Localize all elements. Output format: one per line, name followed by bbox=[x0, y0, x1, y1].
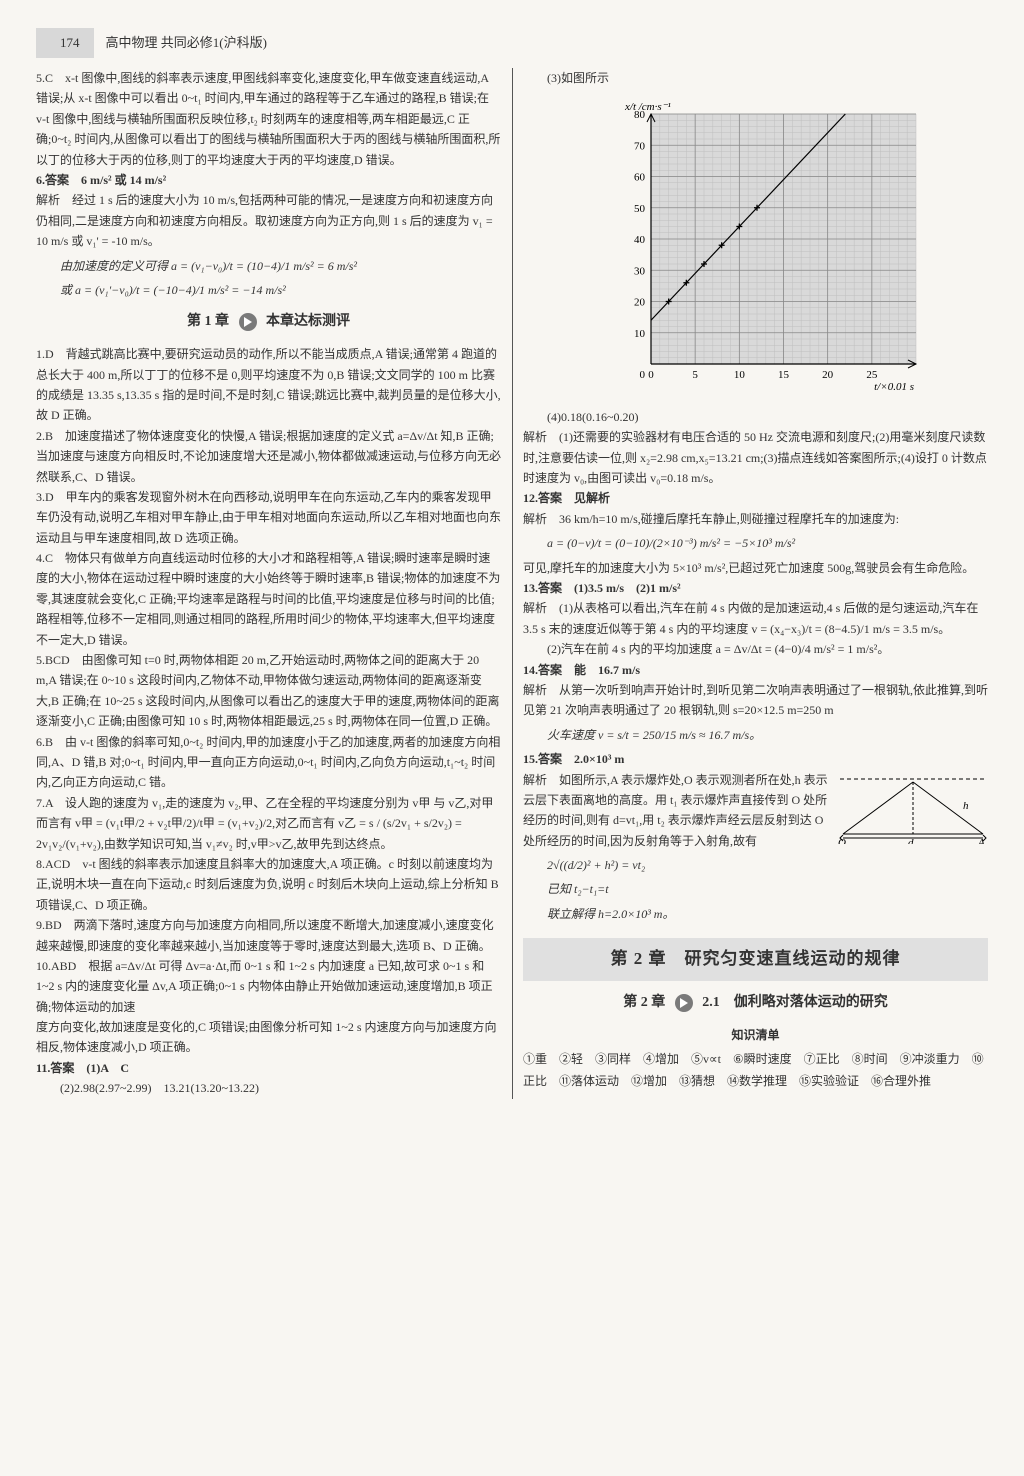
svg-text:30: 30 bbox=[634, 266, 646, 278]
svg-text:20: 20 bbox=[634, 297, 646, 309]
q11-3: (3)如图所示 bbox=[523, 68, 988, 88]
arrow-icon bbox=[675, 994, 693, 1012]
section2-title: 第 2 章 2.1 伽利略对落体运动的研究 bbox=[523, 991, 988, 1015]
q5bcd: 5.BCD 由图像可知 t=0 时,两物体相距 20 m,乙开始运动时,两物体之… bbox=[36, 650, 501, 732]
q9bd: 9.BD 两滴下落时,速度方向与加速度方向相同,所以速度不断增大,加速度减小,速… bbox=[36, 915, 501, 956]
q12-answer: 12.答案 见解析 bbox=[523, 488, 988, 508]
q12-formula: a = (0−v)/t = (0−10)/(2×10⁻³) m/s² = −5×… bbox=[547, 533, 988, 553]
q11-chart: 051015202510203040506070800t/×0.01 sx/t … bbox=[553, 94, 988, 400]
q12-exp1: 解析 36 km/h=10 m/s,碰撞后摩托车静止,则碰撞过程摩托车的加速度为… bbox=[523, 509, 988, 529]
svg-text:t/×0.01 s: t/×0.01 s bbox=[874, 381, 914, 393]
q11-4: (4)0.18(0.16~0.20) bbox=[523, 407, 988, 427]
page-number: 174 bbox=[36, 28, 94, 58]
svg-text:60: 60 bbox=[634, 172, 646, 184]
q5c: 5.C x-t 图像中,图线的斜率表示速度,甲图线斜率变化,速度变化,甲车做变速… bbox=[36, 68, 501, 170]
q11-2: (2)2.98(2.97~2.99) 13.21(13.20~13.22) bbox=[36, 1078, 501, 1098]
q15-answer: 15.答案 2.0×10³ m bbox=[523, 749, 988, 769]
sec2-label: 第 2 章 bbox=[623, 995, 665, 1010]
section1-title: 第 1 章 本章达标测评 bbox=[36, 310, 501, 334]
q15-f1: 2√((d/2)² + h²) = vt₂ bbox=[547, 855, 988, 875]
svg-text:10: 10 bbox=[634, 328, 646, 340]
svg-text:0: 0 bbox=[639, 369, 645, 381]
q10-cont: 度方向变化,故加速度是变化的,C 项错误;由图像分析可知 1~2 s 内速度方向… bbox=[36, 1017, 501, 1058]
sec1-label: 第 1 章 bbox=[187, 314, 229, 329]
q6-explain: 解析 经过 1 s 后的速度大小为 10 m/s,包括两种可能的情况,一是速度方… bbox=[36, 190, 501, 251]
q15-f3: 联立解得 h=2.0×10³ m。 bbox=[547, 904, 988, 924]
q3d: 3.D 甲车内的乘客发现窗外树木在向西移动,说明甲车在向东运动,乙车内的乘客发现… bbox=[36, 487, 501, 548]
q11-answer: 11.答案 (1)A C bbox=[36, 1058, 501, 1078]
q6-formula2: 或 a = (v₁'−v₀)/t = (−10−4)/1 m/s² = −14 … bbox=[60, 280, 501, 300]
book-title: 高中物理 共同必修1(沪科版) bbox=[106, 32, 267, 54]
svg-text:50: 50 bbox=[634, 203, 646, 215]
q6-answer: 6.答案 6 m/s² 或 14 m/s² bbox=[36, 170, 501, 190]
q15-diagram: O A h d bbox=[838, 774, 988, 844]
chart-svg: 051015202510203040506070800t/×0.01 sx/t … bbox=[606, 94, 936, 394]
knowledge-title: 知识清单 bbox=[523, 1025, 988, 1045]
svg-text:70: 70 bbox=[634, 141, 646, 153]
q13-answer: 13.答案 (1)3.5 m/s (2)1 m/s² bbox=[523, 578, 988, 598]
svg-text:x/t /cm·s⁻¹: x/t /cm·s⁻¹ bbox=[624, 101, 671, 113]
chapter2-banner: 第 2 章 研究匀变速直线运动的规律 bbox=[523, 938, 988, 981]
q2b: 2.B 加速度描述了物体速度变化的快慢,A 错误;根据加速度的定义式 a=Δv/… bbox=[36, 426, 501, 487]
q8acd: 8.ACD v-t 图线的斜率表示加速度且斜率大的加速度大,A 项正确。c 时刻… bbox=[36, 854, 501, 915]
q7a: 7.A 设人跑的速度为 v₁,走的速度为 v₂,甲、乙在全程的平均速度分别为 v… bbox=[36, 793, 501, 854]
q13-exp2: (2)汽车在前 4 s 内的平均加速度 a = Δv/Δt = (4−0)/4 … bbox=[523, 639, 988, 659]
svg-text:5: 5 bbox=[692, 369, 698, 381]
q6b: 6.B 由 v-t 图像的斜率可知,0~t₂ 时间内,甲的加速度小于乙的加速度,… bbox=[36, 732, 501, 793]
q13-exp1: 解析 (1)从表格可以看出,汽车在前 4 s 内做的是加速运动,4 s 后做的是… bbox=[523, 598, 988, 639]
knowledge-items: ①重 ②轻 ③同样 ④增加 ⑤v∝t ⑥瞬时速度 ⑦正比 ⑧时间 ⑨冲淡重力 ⑩… bbox=[523, 1049, 988, 1092]
arrow-icon bbox=[239, 313, 257, 331]
sec1-text: 本章达标测评 bbox=[266, 314, 350, 329]
svg-text:10: 10 bbox=[733, 369, 745, 381]
svg-text:h: h bbox=[963, 800, 969, 812]
sec2-text: 2.1 伽利略对落体运动的研究 bbox=[702, 995, 888, 1010]
q6-formula1: 由加速度的定义可得 a = (v₁−v₀)/t = (10−4)/1 m/s² … bbox=[60, 256, 501, 276]
q12-exp2: 可见,摩托车的加速度大小为 5×10³ m/s²,已超过死亡加速度 500g,驾… bbox=[523, 558, 988, 578]
q14-exp1: 解析 从第一次听到响声开始计时,到听见第二次响声表明通过了一根钢轨,依此推算,到… bbox=[523, 680, 988, 721]
q14-answer: 14.答案 能 16.7 m/s bbox=[523, 660, 988, 680]
q1d: 1.D 背越式跳高比赛中,要研究运动员的动作,所以不能当成质点,A 错误;通常第… bbox=[36, 344, 501, 426]
q10abd: 10.ABD 根据 a=Δv/Δt 可得 Δv=a·Δt,而 0~1 s 和 1… bbox=[36, 956, 501, 1017]
svg-text:40: 40 bbox=[634, 234, 646, 246]
svg-text:0: 0 bbox=[648, 369, 654, 381]
svg-text:15: 15 bbox=[778, 369, 790, 381]
q14-formula: 火车速度 v = s/t = 250/15 m/s ≈ 16.7 m/s。 bbox=[547, 725, 988, 745]
svg-text:25: 25 bbox=[866, 369, 878, 381]
q15-f2: 已知 t₂−t₁=t bbox=[547, 879, 988, 899]
q4c: 4.C 物体只有做单方向直线运动时位移的大小才和路程相等,A 错误;瞬时速率是瞬… bbox=[36, 548, 501, 650]
q11-explain: 解析 (1)还需要的实验器材有电压合适的 50 Hz 交流电源和刻度尺;(2)用… bbox=[523, 427, 988, 488]
svg-text:20: 20 bbox=[822, 369, 834, 381]
